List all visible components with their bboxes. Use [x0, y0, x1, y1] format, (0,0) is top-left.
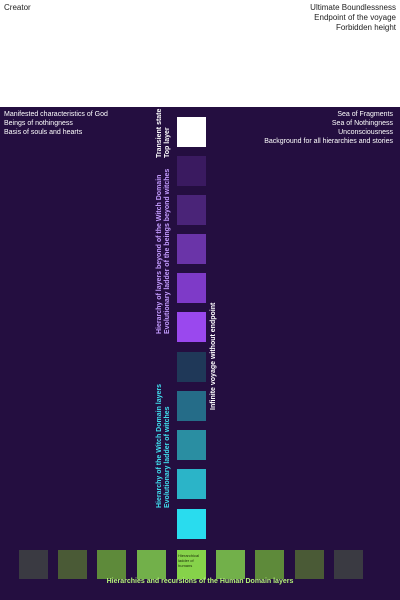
column-square: [177, 195, 206, 225]
beyond-witches-label: Hierarchy of layers beyond of the Witch …: [156, 168, 171, 334]
left-annotation: Beings of nothingness: [4, 120, 73, 127]
row-square: [216, 550, 245, 579]
column-square: [177, 312, 206, 342]
right-annotations: Sea of Fragments Sea of Nothingness Unco…: [264, 110, 393, 146]
column-square: [177, 352, 206, 382]
column-square: [177, 273, 206, 303]
witch-domain-label: Hierarchy of the Witch Domain layers Evo…: [156, 383, 171, 508]
row-square: [19, 550, 48, 579]
column-square: [177, 391, 206, 421]
row-square: [58, 550, 87, 579]
column-square: [177, 509, 206, 539]
left-annotation: Basis of souls and hearts: [4, 129, 83, 136]
column-square: [177, 156, 206, 186]
column-square: [177, 234, 206, 264]
column-square: [177, 430, 206, 460]
left-annotations: Manifested characteristics of God Beings…: [4, 110, 108, 137]
left-annotation: Manifested characteristics of God: [4, 111, 108, 118]
top-right-labels: Ultimate Boundlessness Endpoint of the v…: [310, 3, 396, 33]
right-annotation: Sea of Fragments: [337, 111, 393, 118]
row-square: [295, 550, 324, 579]
human-domain-title: Hierarchies and recursions of the Human …: [106, 578, 294, 585]
column-square: [177, 469, 206, 499]
row-square: [97, 550, 126, 579]
row-square: [334, 550, 363, 579]
forbidden-height-label: Forbidden height: [335, 23, 396, 32]
right-annotation: Unconsciousness: [338, 129, 393, 136]
row-square: [255, 550, 284, 579]
right-annotation: Background for all hierarchies and stori…: [264, 138, 393, 145]
right-annotation: Sea of Nothingness: [331, 120, 393, 127]
infinite-voyage-label: Infinite voyage without endpoint: [210, 302, 217, 410]
center-square-label: Hierarchical ladder of humans: [178, 553, 200, 568]
creator-label: Creator: [4, 3, 31, 12]
row-square: [137, 550, 166, 579]
column-square: [177, 117, 206, 147]
row-square: [177, 550, 206, 579]
endpoint-label: Endpoint of the voyage: [314, 13, 396, 22]
ultimate-boundlessness-label: Ultimate Boundlessness: [310, 3, 396, 12]
top-tier-label: Transient state Top layer: [156, 108, 171, 158]
